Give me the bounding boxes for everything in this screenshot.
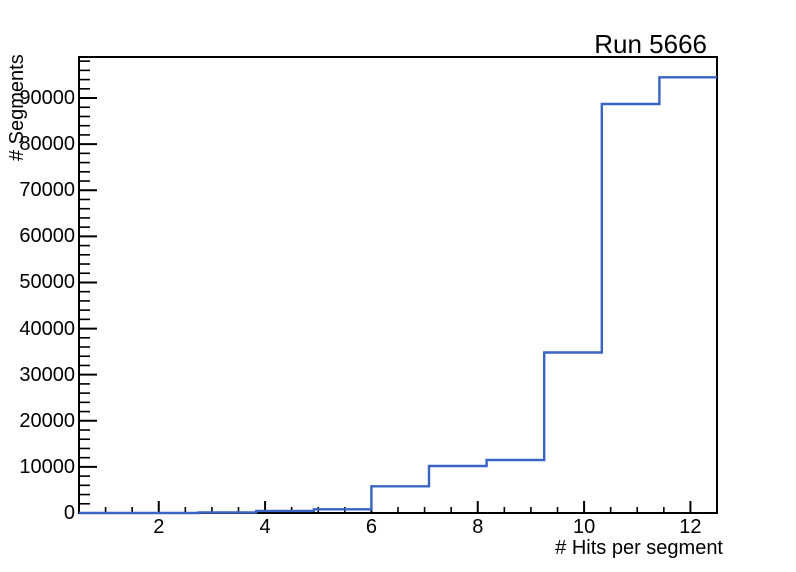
y-tick-label: 70000: [19, 179, 75, 202]
y-tick-label: 10000: [19, 455, 75, 478]
y-tick-label: 20000: [19, 409, 75, 432]
chart-title: Run 5666: [594, 29, 707, 59]
x-tick-label: 12: [679, 516, 702, 538]
y-tick-label: 60000: [19, 225, 75, 248]
y-tick-label: 80000: [19, 133, 75, 156]
x-tick-label: 10: [572, 516, 596, 538]
histogram-line: [79, 76, 717, 515]
x-tick-label: 2: [153, 516, 165, 538]
y-tick-label: 90000: [19, 87, 75, 110]
plot-frame: [78, 56, 718, 514]
x-tick-label: 6: [365, 516, 377, 538]
y-tick-label: 30000: [19, 363, 75, 386]
y-tick-label: 0: [63, 502, 75, 524]
y-tick-label: 40000: [19, 317, 75, 340]
x-tick-label: 8: [472, 516, 484, 538]
x-tick-label: 4: [259, 516, 271, 538]
y-tick-label: 50000: [19, 271, 75, 294]
x-axis-title: # Hits per segment: [555, 537, 723, 559]
